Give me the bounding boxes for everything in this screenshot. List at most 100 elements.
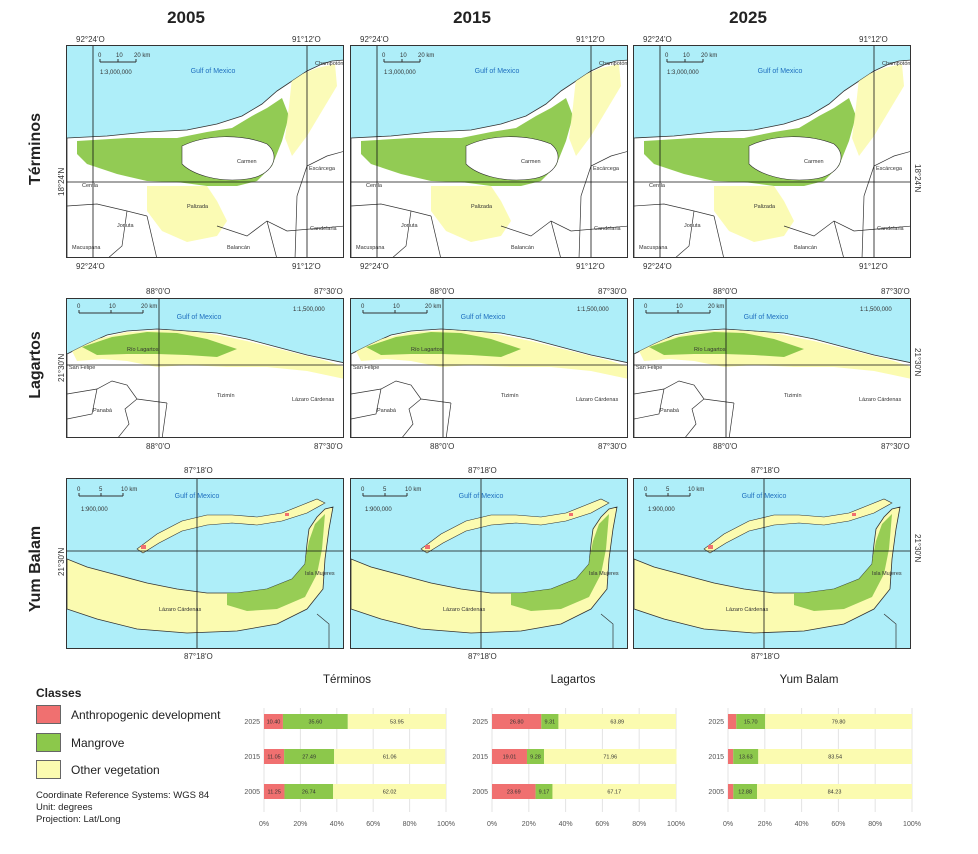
coord-top-right: 87°30'O xyxy=(314,287,343,296)
scale-tick-label: 0 xyxy=(644,487,648,493)
data-label: 26.74 xyxy=(302,790,316,796)
coord-top-left: 88°0'O xyxy=(430,287,455,296)
place-label: Champotón xyxy=(882,61,910,67)
scale-tick-label: 10 xyxy=(109,304,116,310)
scale-tick-label: 5 xyxy=(99,487,103,493)
coord-bottom-right: 91°12'O xyxy=(576,262,605,271)
place-label: Carmen xyxy=(521,159,541,165)
scale-bar: 0 10 20 km xyxy=(77,304,157,314)
data-label: 62.02 xyxy=(383,790,397,796)
crs-text: Coordinate Reference Systems: WGS 84 xyxy=(36,790,210,801)
data-label: 23.69 xyxy=(507,790,521,796)
data-label: 13.63 xyxy=(739,755,753,761)
row-label-terminos: Términos xyxy=(27,113,44,186)
coord-lat-right: 21°30'N xyxy=(913,534,922,563)
bar-segment xyxy=(765,714,912,729)
scale-tick-label: 5 xyxy=(383,487,387,493)
scale-bar: 0 10 20 km xyxy=(98,53,150,63)
municipal-border xyxy=(600,613,614,648)
bar-segment xyxy=(728,784,734,799)
place-label: Tizimín xyxy=(217,393,235,399)
data-label: 79.80 xyxy=(832,720,846,726)
scale-ratio: 1:3,000,000 xyxy=(100,70,132,76)
projection-text: Projection: Lat/Long xyxy=(36,814,121,825)
sea-label: Gulf of Mexico xyxy=(475,68,520,75)
data-label: 84.23 xyxy=(828,790,842,796)
bar-segment xyxy=(757,784,912,799)
place-label: Carmen xyxy=(804,159,824,165)
sea-label: Gulf of Mexico xyxy=(177,314,222,321)
place-label: Palizada xyxy=(471,204,493,210)
barrier-island xyxy=(136,498,326,554)
stacked-bar-chart-lagartos: 0% 20% 40% 60% 80% 100% 2025 26.80 9.31 63.89 2015… xyxy=(472,708,685,828)
scale-bar: 0 10 20 km xyxy=(361,304,441,314)
coord-lat-left: 18°24'N xyxy=(57,167,66,196)
sea-label: Gulf of Mexico xyxy=(461,314,506,321)
bar-segment xyxy=(347,714,446,729)
place-label: Lázaro Cárdenas xyxy=(292,397,334,403)
scale-tick-label: 20 km xyxy=(134,53,150,59)
bar-segment xyxy=(526,749,545,764)
data-label: 19.01 xyxy=(503,755,517,761)
scale-ratio: 1:900,000 xyxy=(648,507,675,513)
map-yum-balam-2025: Gulf of Mexico 0 5 10 km 1:900,000 Isla Mujer… xyxy=(633,478,911,649)
bar-segment xyxy=(264,784,285,799)
municipal-border xyxy=(883,613,897,648)
data-label: 35.60 xyxy=(308,720,322,726)
data-label: 9.17 xyxy=(539,790,550,796)
row-label-lagartos: Lagartos xyxy=(27,331,44,399)
scale-ratio: 1:1,500,000 xyxy=(860,307,892,313)
sea-label: Gulf of Mexico xyxy=(175,493,220,500)
bar-segment xyxy=(333,784,447,799)
row-label-yum-balam: Yum Balam xyxy=(27,525,44,613)
scale-ratio: 1:1,500,000 xyxy=(577,307,609,313)
place-label: Centla xyxy=(366,183,383,189)
map-yum-balam-2015: Gulf of Mexico 0 5 10 km 1:900,000 Isla Mujer… xyxy=(350,478,628,649)
coord-bottom: 87°18'O xyxy=(751,652,780,661)
x-tick-label: 0% xyxy=(259,821,269,828)
scale-tick-label: 10 km xyxy=(688,487,704,493)
place-label: Balancán xyxy=(794,245,817,251)
place-label: Lázaro Cárdenas xyxy=(859,397,901,403)
stacked-bar-chart-terminos: 0% 20% 40% 60% 80% 100% 2025 10.40 35.60 53.95 201… xyxy=(244,708,455,828)
place-label: Isla Mujeres xyxy=(305,571,335,577)
coord-bottom-right: 87°30'O xyxy=(598,442,627,451)
place-label: Río Lagartos xyxy=(694,347,726,353)
scale-tick-label: 0 xyxy=(98,53,102,59)
place-label: Centla xyxy=(82,183,99,189)
barrier-island xyxy=(420,498,610,554)
chart-title-terminos: Términos xyxy=(323,674,371,686)
municipal-borders xyxy=(67,380,168,437)
data-label: 9.31 xyxy=(545,720,556,726)
y-tick-label: 2025 xyxy=(708,719,724,726)
coord-lat-right: 21°30'N xyxy=(913,348,922,377)
scale-tick-label: 10 km xyxy=(405,487,421,493)
bar-segment xyxy=(492,784,536,799)
bar-segment xyxy=(728,714,737,729)
scale-tick-label: 20 km xyxy=(141,304,157,310)
scale-tick-label: 10 xyxy=(676,304,683,310)
scale-bar: 0 10 20 km xyxy=(382,53,434,63)
place-label: Lázaro Cárdenas xyxy=(576,397,618,403)
stacked-bar-chart-yum-balam: 0% 20% 40% 60% 80% 100% 2025 15.70 79.80 2015 13.6… xyxy=(708,708,921,828)
x-tick-label: 40% xyxy=(330,821,344,828)
bar-segment xyxy=(264,749,285,764)
place-label: Candelaria xyxy=(594,226,622,232)
data-label: 71.96 xyxy=(603,755,617,761)
y-tick-label: 2005 xyxy=(472,789,488,796)
data-label: 12.88 xyxy=(738,790,752,796)
place-label: Balancán xyxy=(511,245,534,251)
coord-lat-right: 18°24'N xyxy=(913,164,922,193)
map-lagartos-2025: Gulf of Mexico 0 10 20 km 1:1,500,000 Río Lag… xyxy=(633,298,911,438)
coord-top-left: 92°24'O xyxy=(643,35,672,44)
coord-bottom: 87°18'O xyxy=(184,652,213,661)
legend-label-other-vegetation: Other vegetation xyxy=(71,762,160,777)
y-tick-label: 2005 xyxy=(708,789,724,796)
scale-bar: 0 5 10 km xyxy=(361,487,421,497)
place-label: Candelaria xyxy=(877,226,905,232)
place-label: Palizada xyxy=(754,204,776,210)
coord-bottom-right: 87°30'O xyxy=(881,442,910,451)
place-label: San Felipe xyxy=(636,365,662,371)
place-label: Macuspana xyxy=(72,245,101,251)
bar-segment xyxy=(544,749,677,764)
